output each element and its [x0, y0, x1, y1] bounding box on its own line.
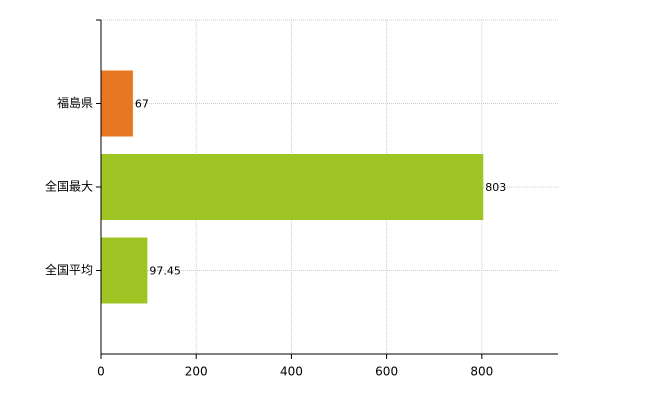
bar — [101, 237, 148, 304]
bar — [101, 154, 484, 220]
x-tick-label: 600 — [375, 365, 398, 379]
y-tick-label: 福島県 — [57, 95, 93, 110]
x-tick-label: 400 — [280, 365, 303, 379]
x-tick-label: 200 — [185, 365, 208, 379]
value-label: 803 — [485, 181, 506, 194]
value-label: 97.45 — [149, 265, 181, 278]
y-tick-label: 全国平均 — [45, 262, 93, 277]
value-label: 67 — [135, 98, 149, 111]
bar — [101, 70, 133, 137]
x-tick-label: 0 — [97, 365, 105, 379]
y-tick-label: 全国最大 — [45, 179, 93, 194]
x-tick-label: 800 — [470, 365, 493, 379]
